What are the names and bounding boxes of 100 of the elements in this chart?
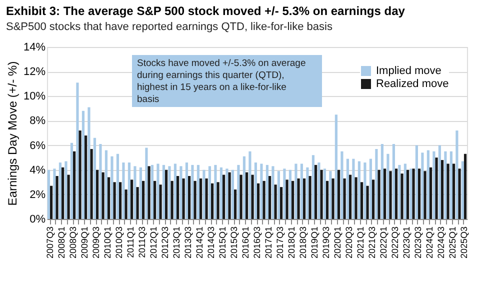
- bar: [450, 151, 452, 219]
- bar: [435, 158, 438, 219]
- x-tick-label: 2023Q1: [401, 226, 412, 259]
- x-tick-label: 2022Q1: [378, 226, 388, 259]
- x-tick-label: 2008Q1: [56, 226, 67, 259]
- bar: [291, 180, 294, 219]
- x-tick-label: 2013Q3: [183, 226, 194, 259]
- y-tick-label: 4%: [30, 164, 46, 176]
- bar: [294, 164, 298, 219]
- bar: [352, 158, 355, 219]
- x-tick-label: 2016Q1: [240, 226, 250, 259]
- bar: [174, 164, 177, 219]
- x-tick-label: 2008Q3: [68, 226, 78, 259]
- bar: [302, 178, 306, 219]
- bar: [358, 161, 361, 219]
- bar: [256, 183, 260, 219]
- bar: [421, 152, 424, 219]
- x-tick-label: 2007Q3: [45, 226, 56, 259]
- bar: [113, 182, 116, 219]
- bar: [286, 180, 288, 219]
- x-tick-label: 2023Q3: [412, 226, 423, 259]
- bar: [398, 164, 401, 219]
- bar: [242, 156, 246, 219]
- bar: [142, 180, 145, 219]
- x-tick-label: 2009Q1: [80, 226, 90, 259]
- bar: [188, 176, 191, 219]
- bar: [332, 178, 334, 219]
- bar: [182, 178, 185, 219]
- bar: [136, 187, 139, 219]
- bar: [375, 148, 378, 219]
- y-tick-label: 12%: [23, 66, 46, 78]
- bar: [245, 172, 248, 219]
- bar: [438, 145, 441, 219]
- bar: [124, 190, 128, 219]
- bar: [440, 160, 444, 219]
- bar: [222, 174, 226, 219]
- bar: [364, 162, 366, 219]
- bar: [404, 164, 406, 219]
- bar: [88, 107, 90, 219]
- bar: [119, 182, 122, 219]
- bar: [418, 168, 421, 219]
- bar: [168, 166, 171, 219]
- bar: [194, 180, 196, 219]
- bar: [202, 170, 206, 219]
- bar: [228, 172, 231, 219]
- bar: [320, 170, 323, 219]
- bar: [456, 130, 458, 219]
- bar: [96, 170, 99, 219]
- x-tick-label: 2014Q1: [194, 226, 205, 259]
- x-tick-label: 2021Q1: [355, 226, 366, 259]
- x-tick-label: 2019Q3: [320, 226, 331, 259]
- bar: [78, 130, 82, 219]
- bar: [99, 144, 102, 219]
- bar: [237, 164, 240, 219]
- bar: [400, 174, 404, 219]
- x-tick-label: 2013Q1: [172, 226, 182, 259]
- bar: [134, 166, 136, 219]
- x-tick-label: 2010Q1: [102, 226, 113, 259]
- annotation: Stocks have moved +/-5.3% on average during earnings this quarter (QTD), highest in 15 years on a like-for-like basis: [137, 58, 306, 105]
- bar: [383, 168, 386, 219]
- bar: [424, 171, 426, 219]
- bar: [372, 180, 375, 219]
- bar: [360, 182, 364, 219]
- bar: [426, 150, 430, 219]
- bar: [429, 167, 432, 219]
- x-tick-label: 2014Q3: [206, 226, 216, 259]
- bar: [277, 171, 280, 219]
- bar: [191, 164, 194, 219]
- y-tick-label: 14%: [23, 42, 46, 54]
- x-tick-label: 2019Q1: [309, 226, 320, 259]
- bar: [240, 174, 242, 219]
- bar: [164, 170, 168, 219]
- bar: [308, 176, 312, 219]
- bar: [176, 176, 180, 219]
- bar: [70, 142, 74, 219]
- bar: [62, 167, 64, 219]
- bar: [185, 162, 188, 219]
- bar: [380, 144, 384, 219]
- bar: [297, 178, 300, 219]
- bar: [58, 162, 62, 219]
- bar: [288, 170, 292, 219]
- x-tick-label: 2012Q1: [148, 226, 159, 259]
- bar: [82, 110, 85, 219]
- y-tick-label: 6%: [30, 140, 46, 152]
- bar: [93, 138, 96, 219]
- bar: [446, 164, 450, 219]
- bar: [412, 168, 415, 219]
- y-tick-label: 8%: [30, 115, 46, 128]
- bar: [53, 168, 56, 219]
- x-tick-label: 2015Q1: [218, 226, 228, 259]
- bar: [180, 166, 182, 219]
- bar: [343, 178, 346, 219]
- chart-title: Exhibit 3: The average S&P 500 stock moved +/- 5.3% on earnings day: [6, 4, 406, 18]
- bar: [128, 162, 131, 219]
- bar: [312, 155, 315, 219]
- bar: [231, 170, 234, 219]
- x-tick-label: 2010Q3: [114, 226, 124, 259]
- y-tick-label: 2%: [30, 188, 46, 201]
- bar: [220, 167, 223, 219]
- bar: [110, 156, 114, 219]
